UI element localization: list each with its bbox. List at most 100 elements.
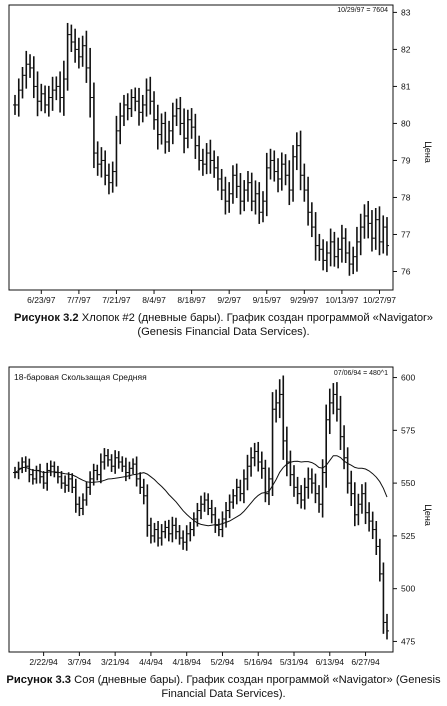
price-bar bbox=[70, 473, 75, 494]
price-bar bbox=[131, 458, 136, 475]
x-tick-label: 4/18/94 bbox=[173, 657, 202, 667]
x-tick-label: 9/29/97 bbox=[290, 295, 319, 305]
price-bar bbox=[123, 457, 128, 482]
price-bar bbox=[369, 210, 374, 252]
price-bar bbox=[313, 473, 318, 504]
price-bar bbox=[216, 518, 221, 537]
price-bar bbox=[54, 76, 59, 101]
price-bar bbox=[144, 78, 149, 117]
price-bar bbox=[309, 468, 314, 494]
price-bar bbox=[38, 463, 43, 484]
plot-frame bbox=[8, 366, 394, 653]
price-bar bbox=[358, 213, 363, 256]
price-bar bbox=[39, 83, 44, 112]
price-bar bbox=[306, 467, 311, 499]
price-bar bbox=[184, 525, 189, 551]
price-bar bbox=[24, 50, 29, 89]
price-bar bbox=[256, 441, 261, 472]
price-bar bbox=[215, 156, 220, 191]
price-bar bbox=[20, 66, 25, 99]
price-bar bbox=[98, 453, 103, 484]
price-bar bbox=[155, 104, 160, 150]
price-bar bbox=[76, 37, 81, 69]
price-bar bbox=[366, 200, 371, 239]
price-bar bbox=[80, 493, 85, 516]
price-bar bbox=[45, 462, 50, 491]
price-bar bbox=[159, 524, 164, 546]
corner-tag: 10/29/97 = 7604 bbox=[337, 7, 388, 14]
price-bar bbox=[120, 456, 125, 472]
price-bar bbox=[27, 458, 32, 483]
price-bar bbox=[279, 152, 284, 191]
price-bar bbox=[197, 135, 202, 171]
price-bar bbox=[351, 246, 356, 275]
price-bar bbox=[276, 158, 281, 193]
price-bar bbox=[73, 28, 78, 63]
price-bar bbox=[373, 208, 378, 250]
price-bar bbox=[359, 484, 364, 514]
price-bar bbox=[213, 507, 218, 533]
x-tick-label: 5/2/94 bbox=[211, 657, 235, 667]
price-bar bbox=[252, 442, 257, 467]
price-bar bbox=[208, 139, 213, 174]
price-bar bbox=[327, 388, 332, 435]
price-bar bbox=[362, 204, 367, 239]
price-bar bbox=[298, 130, 303, 191]
price-bar bbox=[185, 109, 190, 149]
price-bar bbox=[73, 478, 78, 513]
y-tick-label: 80 bbox=[401, 118, 411, 128]
price-bar bbox=[253, 180, 258, 215]
x-tick-label: 9/15/97 bbox=[253, 295, 282, 305]
price-bar bbox=[324, 404, 329, 488]
x-tick-label: 8/18/97 bbox=[177, 295, 206, 305]
price-bar bbox=[234, 163, 239, 199]
price-bar bbox=[31, 56, 36, 99]
price-bar bbox=[80, 35, 85, 67]
price-bar bbox=[277, 379, 282, 419]
price-bar bbox=[284, 426, 289, 477]
price-bar bbox=[302, 477, 307, 510]
price-bar bbox=[242, 180, 247, 212]
price-bar bbox=[127, 461, 132, 480]
x-ticks: 6/23/97 7/7/97 7/21/97 8/4/97 8/18/97 9/2/97 9… bbox=[27, 290, 396, 305]
price-bar bbox=[199, 495, 203, 520]
price-bar bbox=[91, 82, 96, 169]
price-bar bbox=[173, 517, 178, 540]
price-bars bbox=[13, 22, 389, 276]
price-bar bbox=[249, 447, 254, 477]
price-bar bbox=[294, 132, 299, 171]
price-bar bbox=[306, 176, 311, 226]
price-bar bbox=[259, 451, 264, 479]
y-tick-label: 475 bbox=[401, 636, 415, 646]
price-bar bbox=[342, 425, 347, 470]
price-bar bbox=[118, 102, 123, 145]
price-bar bbox=[141, 478, 146, 505]
price-bar bbox=[145, 484, 150, 537]
price-bar bbox=[103, 150, 108, 186]
price-bar bbox=[385, 613, 389, 640]
price-bar bbox=[138, 472, 143, 494]
y-tick-label: 525 bbox=[401, 531, 415, 541]
price-bar bbox=[347, 241, 352, 276]
price-bar bbox=[287, 160, 292, 206]
price-bar bbox=[209, 499, 214, 524]
y-axis-label: Цена bbox=[423, 504, 433, 526]
price-bar bbox=[317, 233, 322, 261]
price-bar bbox=[34, 465, 39, 484]
price-bar bbox=[110, 161, 115, 193]
x-tick-label: 3/21/94 bbox=[101, 657, 130, 667]
price-bar bbox=[370, 511, 375, 540]
price-bar bbox=[134, 456, 139, 487]
x-tick-label: 3/7/94 bbox=[68, 657, 92, 667]
corner-tag: 07/06/94 = 480^1 bbox=[334, 370, 388, 377]
y-ticks: 76 77 78 79 80 81 82 83 bbox=[393, 7, 411, 276]
price-bar bbox=[264, 152, 269, 217]
price-bar bbox=[245, 454, 250, 491]
price-bar bbox=[43, 85, 48, 114]
price-bar bbox=[321, 239, 326, 271]
price-bar bbox=[30, 468, 35, 485]
y-tick-label: 575 bbox=[401, 425, 415, 435]
x-tick-label: 9/2/97 bbox=[217, 295, 241, 305]
price-bar bbox=[121, 94, 126, 127]
price-bar bbox=[317, 485, 322, 513]
